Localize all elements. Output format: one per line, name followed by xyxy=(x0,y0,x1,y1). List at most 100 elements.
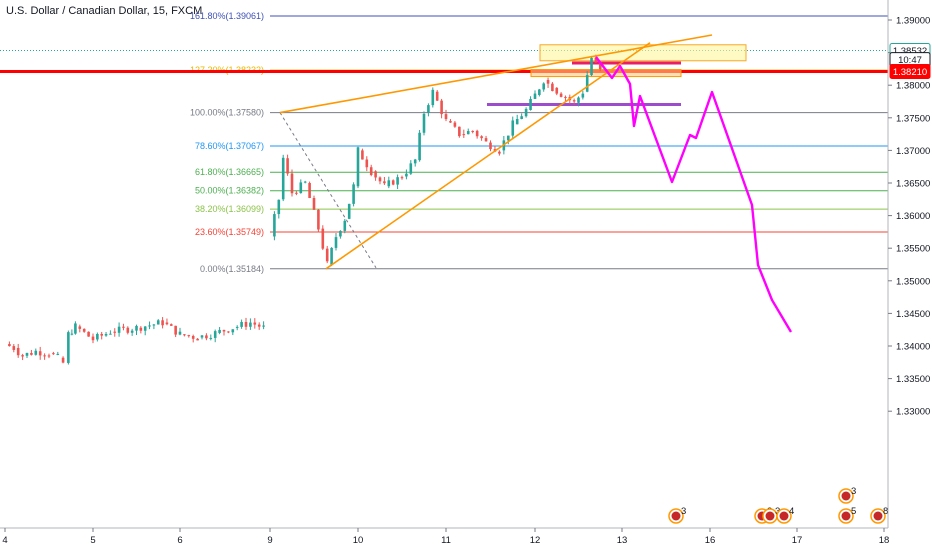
candle-body xyxy=(422,113,426,133)
price-tick-label: 1.33000 xyxy=(896,407,930,418)
wedge-lower-trendline[interactable] xyxy=(325,42,651,270)
time-tick-label: 13 xyxy=(617,535,628,546)
flag-icon xyxy=(779,511,789,521)
price-tick-label: 1.34000 xyxy=(896,342,930,353)
candle-body xyxy=(16,347,20,356)
candle-body xyxy=(555,87,559,94)
candle-body xyxy=(56,353,60,355)
candle-body xyxy=(183,334,186,336)
candle-body xyxy=(156,320,160,325)
candle-body xyxy=(458,126,461,137)
candle-body xyxy=(87,331,90,337)
candle-body xyxy=(273,214,276,237)
price-tick-label: 1.34500 xyxy=(896,309,930,320)
candle-body xyxy=(538,89,541,95)
projection-path xyxy=(595,56,793,333)
candle-body xyxy=(444,114,448,120)
candle-body xyxy=(507,135,510,141)
event-markers: 3334358 xyxy=(668,486,888,524)
flag-icon xyxy=(671,511,681,521)
candle-body xyxy=(222,329,226,332)
candle-body xyxy=(295,192,298,194)
price-tick-label: 1.35500 xyxy=(896,244,930,255)
candle-body xyxy=(244,321,248,327)
candle-body xyxy=(82,328,86,332)
candle-body xyxy=(170,324,173,326)
flag-icon xyxy=(841,511,851,521)
time-tick-label: 4 xyxy=(2,535,7,546)
candle-body xyxy=(122,326,125,328)
candle-body xyxy=(427,105,430,113)
candle-body xyxy=(374,171,377,178)
candle-body xyxy=(286,158,289,174)
price-tick-label: 1.37000 xyxy=(896,146,930,157)
fib-level-label: 78.60%(1.37067) xyxy=(195,141,264,151)
event-count-label: 4 xyxy=(789,506,794,517)
candles xyxy=(8,54,602,365)
candle-body xyxy=(196,338,199,341)
time-tick-label: 5 xyxy=(90,535,95,546)
candle-body xyxy=(520,116,523,119)
time-tick-label: 10 xyxy=(353,535,364,546)
candle-body xyxy=(209,337,213,339)
candle-body xyxy=(484,138,488,142)
candle-body xyxy=(257,324,261,327)
fib-level-label: 161.80%(1.39061) xyxy=(190,11,264,21)
candle-body xyxy=(453,122,457,127)
wedge-upper-trendline[interactable] xyxy=(279,34,713,114)
flag-icon xyxy=(873,511,883,521)
candle-body xyxy=(590,57,593,76)
candle-body xyxy=(511,120,515,136)
candle-body xyxy=(330,247,333,265)
candle-body xyxy=(334,237,338,248)
price-tick-label: 1.39000 xyxy=(896,16,930,27)
candle-body xyxy=(515,118,519,125)
candle-body xyxy=(109,333,112,335)
candle-body xyxy=(135,325,138,331)
time-axis: 4 5 6 9 10 11 12 13 16 17 18 xyxy=(0,527,889,546)
time-tick-label: 12 xyxy=(530,535,541,546)
fib-level-label: 50.00%(1.36382) xyxy=(195,186,264,196)
time-tick-label: 16 xyxy=(705,535,716,546)
time-tick-label: 6 xyxy=(177,535,182,546)
candle-body xyxy=(585,75,589,92)
price-tick-label: 1.36000 xyxy=(896,211,930,222)
candle-body xyxy=(253,322,257,325)
candle-body xyxy=(187,335,191,337)
candle-body xyxy=(21,355,24,357)
candle-body xyxy=(43,355,46,357)
candle-body xyxy=(435,91,439,101)
price-tick-label: 1.35000 xyxy=(896,276,930,287)
price-tag-label: 1.38532 xyxy=(893,46,927,57)
candle-body xyxy=(25,353,29,356)
candle-body xyxy=(70,333,74,335)
fib-level-label: 38.20%(1.36099) xyxy=(195,204,264,214)
projection-path-line[interactable] xyxy=(595,56,793,333)
candle-body xyxy=(213,331,217,338)
candle-body xyxy=(546,79,550,84)
price-tag-label: 10:47 xyxy=(898,55,922,66)
price-tag-label: 1.38210 xyxy=(893,67,927,78)
candle-body xyxy=(61,357,65,363)
candle-body xyxy=(449,121,452,123)
candle-body xyxy=(67,332,70,363)
event-count-label: 3 xyxy=(851,486,856,497)
candle-body xyxy=(391,180,395,185)
candle-body xyxy=(96,333,99,340)
candle-body xyxy=(299,182,303,194)
candle-body xyxy=(12,346,16,350)
candle-body xyxy=(378,177,382,182)
candle-body xyxy=(572,100,576,102)
candle-body xyxy=(440,100,443,115)
candle-body xyxy=(594,57,598,63)
candle-body xyxy=(262,325,265,327)
price-tick-label: 1.36500 xyxy=(896,179,930,190)
candle-body xyxy=(30,353,33,355)
candle-body xyxy=(471,131,474,133)
candle-body xyxy=(405,173,408,177)
candle-body xyxy=(524,108,528,117)
candle-body xyxy=(409,163,413,174)
